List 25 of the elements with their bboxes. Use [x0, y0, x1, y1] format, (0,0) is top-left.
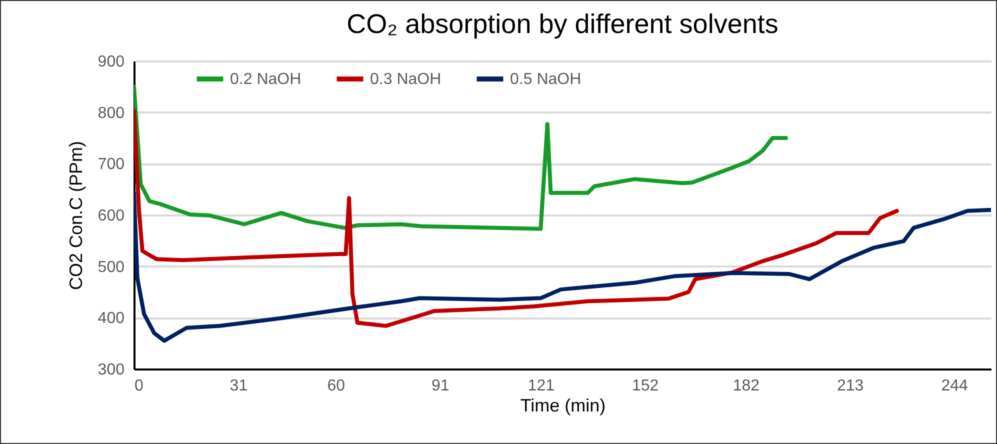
x-tick-label: 121 — [528, 378, 555, 394]
x-tick-label: 31 — [230, 378, 248, 394]
legend-label: 0.5 NaOH — [510, 71, 582, 88]
x-tick-label: 182 — [732, 378, 760, 394]
y-axis-title: CO2 Con.C (PPm) — [66, 140, 86, 290]
line-series — [134, 108, 899, 328]
line-series — [134, 84, 788, 231]
y-tick-label: 700 — [98, 156, 125, 174]
line-series — [134, 190, 991, 343]
x-tick-label: 213 — [836, 378, 864, 394]
x-tick-label: 0 — [134, 378, 144, 394]
y-tick-label: 900 — [98, 54, 125, 70]
x-tick-label: 91 — [431, 378, 450, 394]
chart-title: CO₂ absorption by different solvents — [346, 9, 778, 39]
x-tick-label: 60 — [327, 378, 346, 394]
legend-label: 0.2 NaOH — [230, 71, 302, 88]
y-tick-label: 800 — [98, 104, 125, 122]
x-tick-label: 244 — [941, 378, 968, 394]
y-tick-label: 400 — [98, 310, 125, 328]
y-tick-label: 600 — [98, 208, 125, 224]
legend-label: 0.3 NaOH — [370, 71, 442, 88]
y-tick-label: 500 — [98, 258, 125, 276]
x-tick-label: 152 — [632, 378, 659, 394]
y-tick-label: 300 — [98, 362, 125, 378]
x-axis-title: Time (min) — [520, 396, 606, 416]
